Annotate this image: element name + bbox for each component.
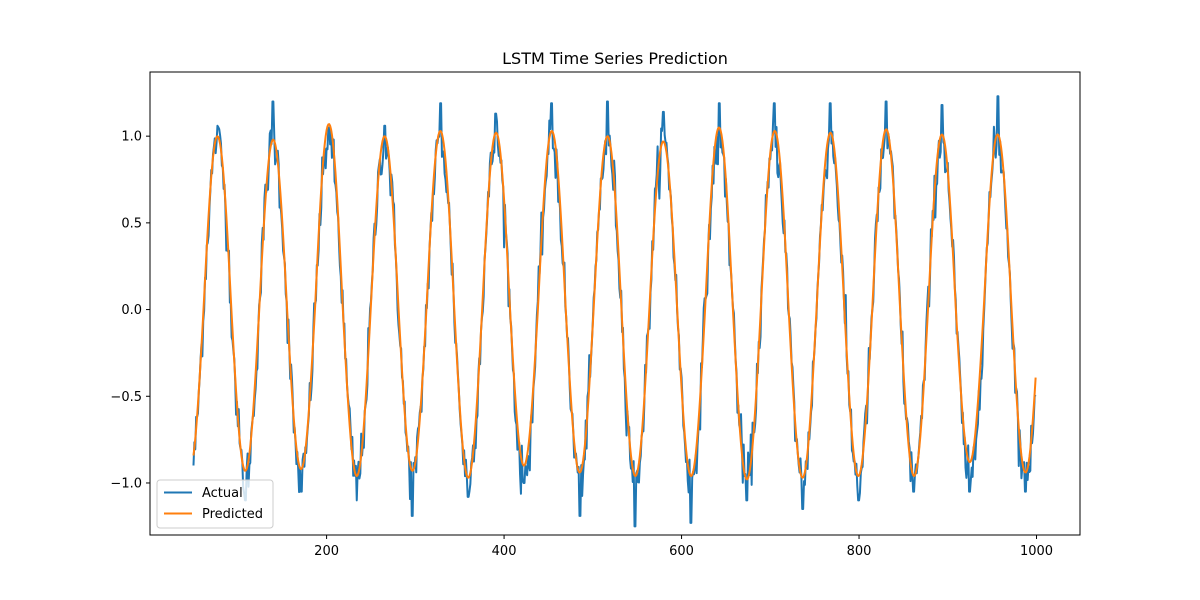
x-tick-label: 1000 <box>1020 544 1053 559</box>
legend-label-predicted: Predicted <box>202 507 263 522</box>
series-line-predicted <box>192 123 1037 481</box>
y-axis: −1.0 −0.5 0.0 0.5 1.0 <box>110 130 150 491</box>
x-tick-label: 200 <box>314 544 339 559</box>
legend-label-actual: Actual <box>202 486 243 501</box>
chart-title: LSTM Time Series Prediction <box>502 49 728 68</box>
plot-area <box>192 95 1037 528</box>
x-tick-label: 600 <box>669 544 694 559</box>
y-tick-label: 0.0 <box>121 303 142 318</box>
x-tick-label: 800 <box>847 544 872 559</box>
legend: Actual Predicted <box>156 479 274 529</box>
y-tick-label: −1.0 <box>110 476 142 491</box>
y-tick-label: 0.5 <box>121 216 142 231</box>
y-tick-label: −0.5 <box>110 390 142 405</box>
x-axis: 200 400 600 800 1000 <box>314 535 1053 559</box>
y-tick-label: 1.0 <box>121 130 142 145</box>
axes-frame <box>149 71 1081 536</box>
x-tick-label: 400 <box>492 544 517 559</box>
